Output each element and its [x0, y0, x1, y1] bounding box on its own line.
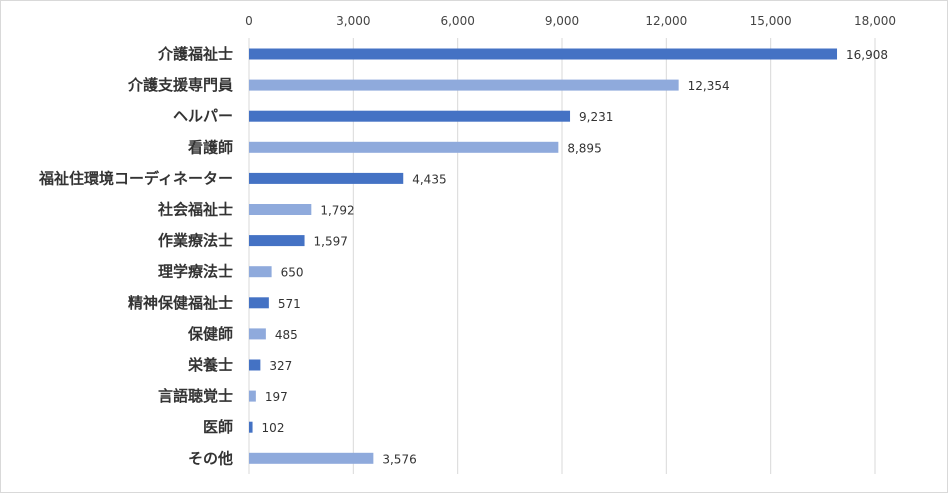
data-label: 327: [269, 359, 292, 373]
data-label: 650: [281, 266, 304, 280]
data-label: 8,895: [567, 141, 601, 155]
category-label: その他: [188, 449, 233, 467]
data-label: 9,231: [579, 110, 613, 124]
x-tick-label: 18,000: [854, 14, 896, 28]
x-tick-label: 9,000: [545, 14, 579, 28]
bar: [249, 204, 312, 215]
category-label: 栄養士: [187, 356, 233, 374]
x-tick-label: 3,000: [336, 14, 370, 28]
category-label: 福祉住環境コーディネーター: [38, 169, 233, 187]
bar: [249, 235, 305, 247]
data-label: 197: [265, 390, 288, 404]
bar: [249, 328, 266, 340]
category-label: 看護師: [188, 138, 233, 156]
bar: [249, 452, 374, 464]
category-label: ヘルパー: [173, 107, 233, 125]
x-tick-label: 6,000: [440, 14, 474, 28]
data-label: 12,354: [688, 79, 730, 93]
data-label: 16,908: [846, 48, 888, 62]
data-label: 3,576: [382, 452, 416, 466]
category-label: 介護支援専門員: [127, 76, 233, 94]
category-label: 保健師: [187, 325, 233, 343]
bar: [249, 297, 269, 309]
bar: [249, 359, 261, 371]
bar: [249, 390, 256, 402]
category-label: 精神保健福祉士: [128, 294, 233, 312]
bar: [249, 79, 679, 91]
category-label: 介護福祉士: [157, 45, 233, 63]
data-label: 1,597: [314, 235, 348, 249]
x-tick-label: 0: [245, 14, 253, 28]
x-tick-label: 12,000: [645, 14, 687, 28]
data-label: 571: [278, 297, 301, 311]
data-label: 485: [275, 328, 298, 342]
data-label: 1,792: [320, 204, 354, 218]
category-label: 医師: [203, 418, 233, 436]
bar: [249, 141, 559, 153]
category-label: 社会福祉士: [157, 201, 233, 219]
data-label: 102: [262, 421, 285, 435]
category-label: 言語聴覚士: [158, 387, 233, 405]
category-label: 理学療法士: [158, 263, 233, 281]
bar: [249, 421, 253, 433]
bar: [249, 266, 272, 278]
bar: [249, 48, 838, 60]
bar: [249, 172, 404, 184]
category-label: 作業療法士: [158, 232, 233, 250]
data-label: 4,435: [412, 172, 446, 186]
bar: [249, 110, 571, 122]
x-tick-label: 15,000: [750, 14, 792, 28]
